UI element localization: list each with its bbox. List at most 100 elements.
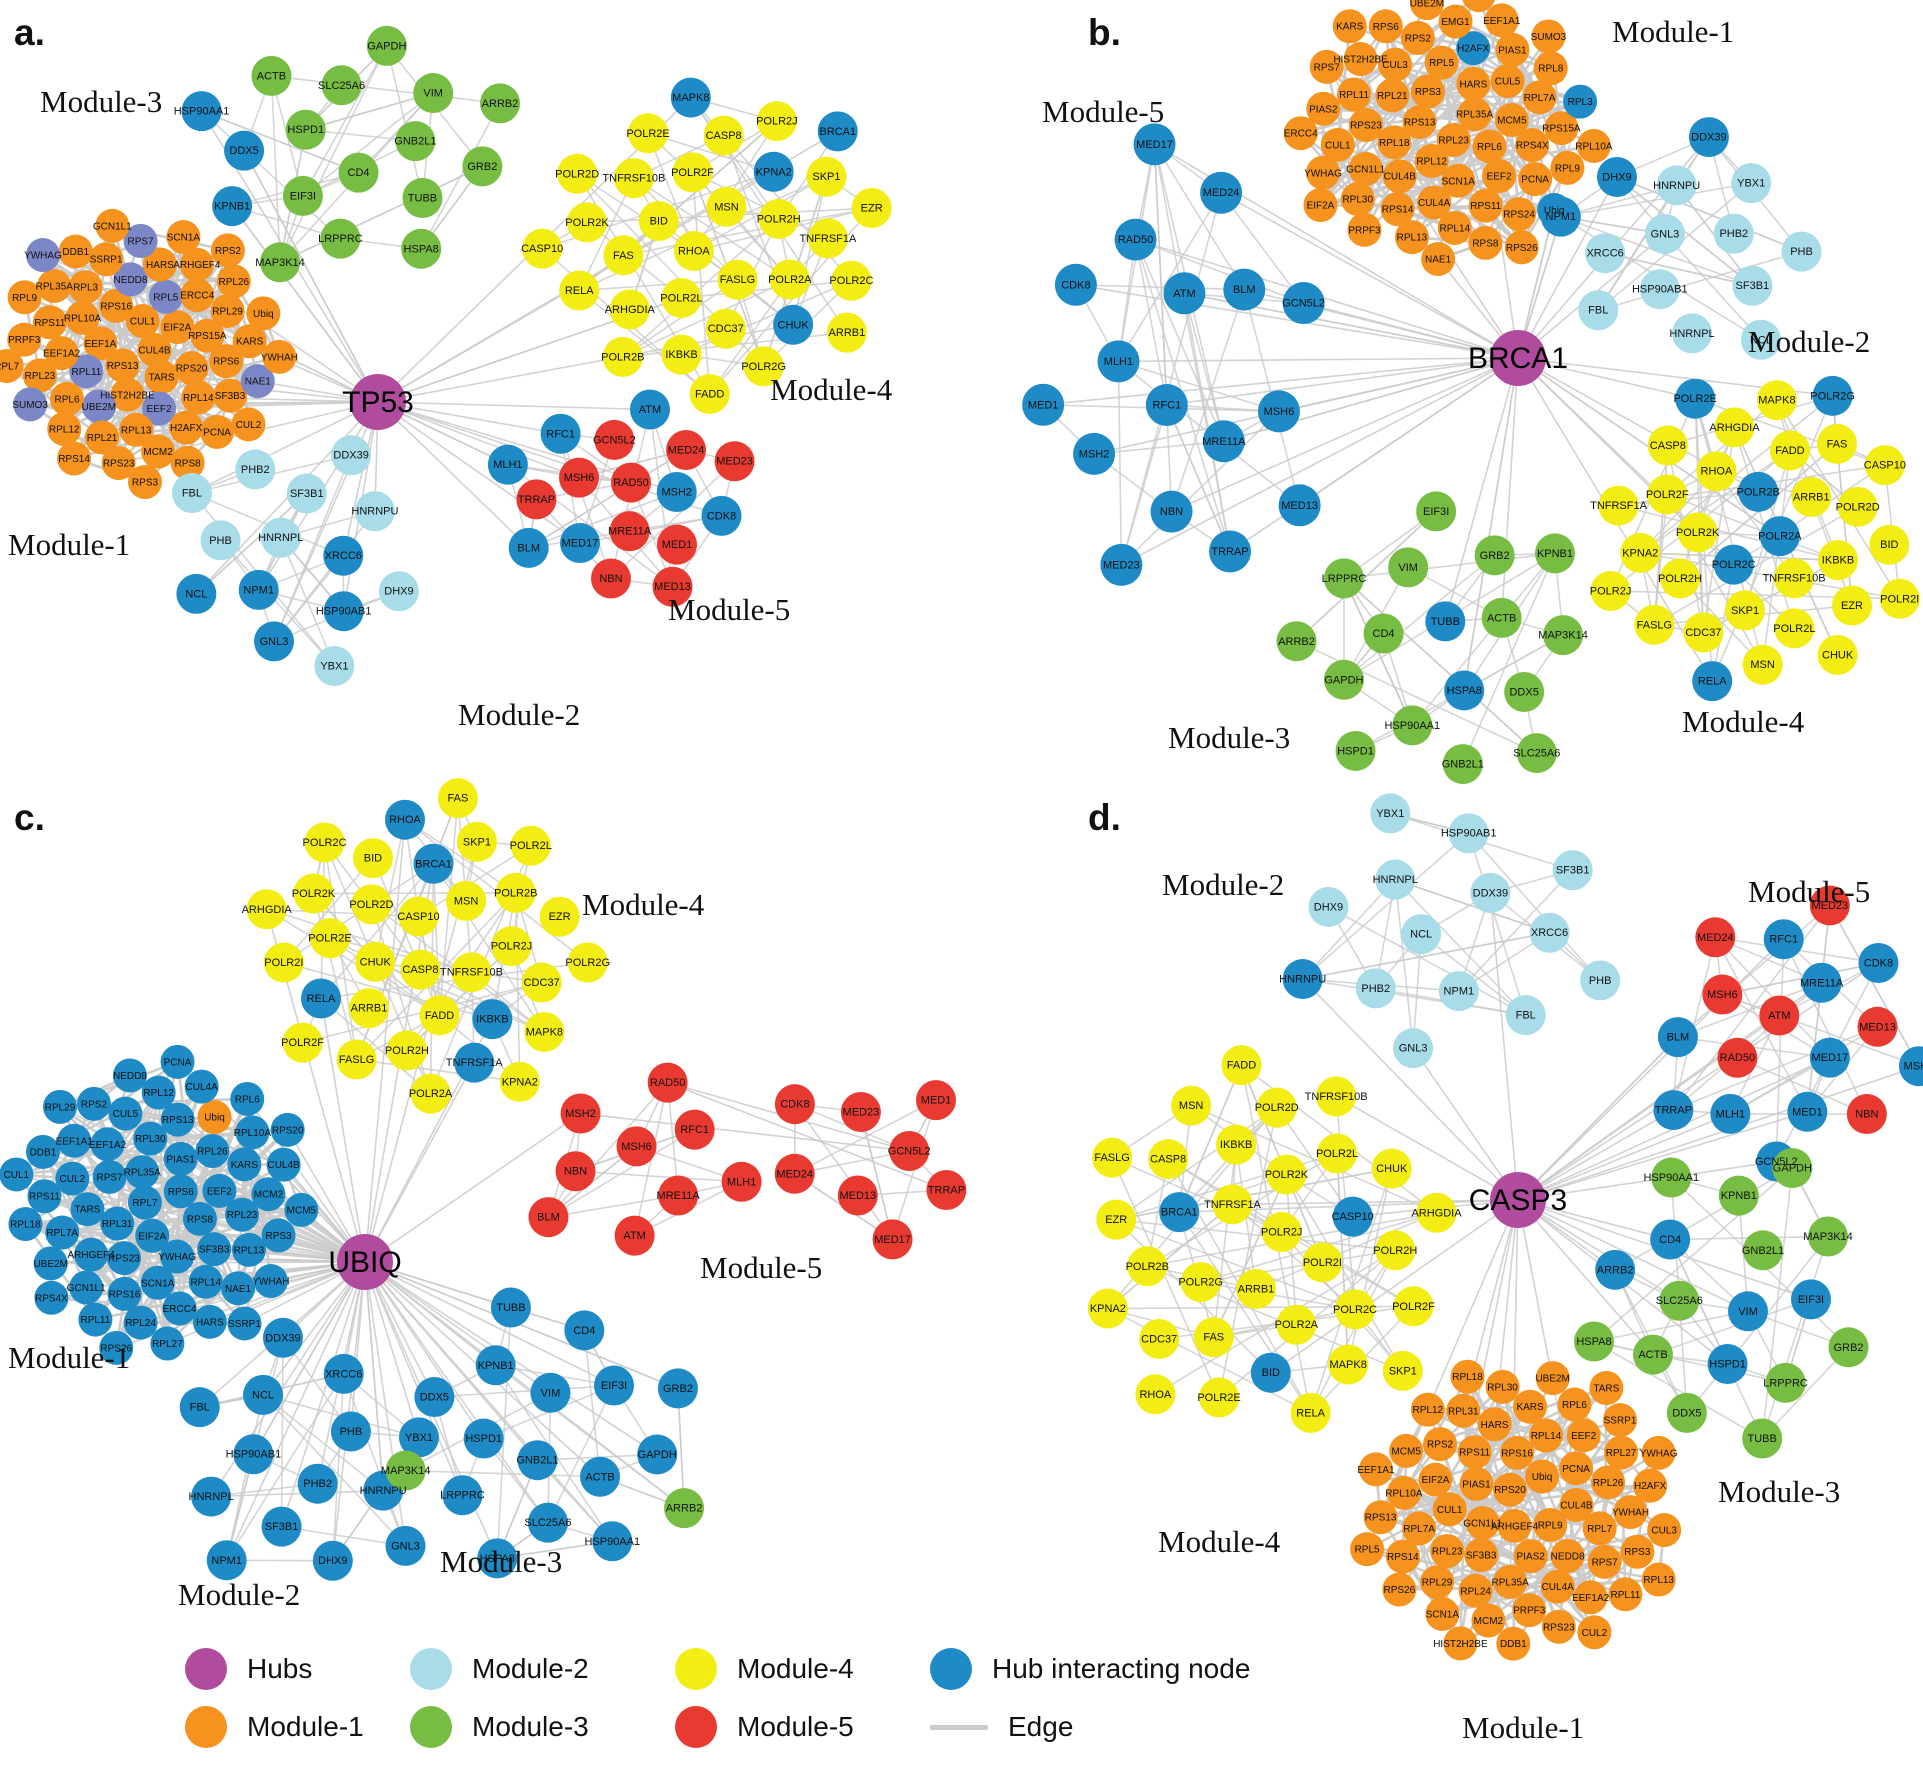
node-NPM1[interactable] xyxy=(1540,196,1581,237)
node-EMG1[interactable] xyxy=(1438,4,1473,39)
node-CDK8[interactable] xyxy=(1054,263,1097,306)
node-TRRAP[interactable] xyxy=(1208,530,1251,573)
node-MED24[interactable] xyxy=(774,1153,815,1194)
node-LRPPRC[interactable] xyxy=(1323,558,1364,599)
node-GCN5L2[interactable] xyxy=(594,419,635,460)
node-POLR2L[interactable] xyxy=(1317,1133,1358,1174)
node-CUL4B[interactable] xyxy=(266,1147,301,1182)
node-TRRAP[interactable] xyxy=(926,1170,967,1211)
node-PHB[interactable] xyxy=(1781,231,1822,272)
node-RPL27[interactable] xyxy=(1604,1435,1639,1470)
node-MED23[interactable] xyxy=(840,1092,881,1133)
node-DDB1[interactable] xyxy=(58,234,93,269)
node-RPL11[interactable] xyxy=(78,1302,113,1337)
node-MLH1[interactable] xyxy=(487,444,528,485)
node-SCN1A[interactable] xyxy=(140,1265,175,1300)
node-ARRB2[interactable] xyxy=(1276,621,1317,662)
node-SF3B3[interactable] xyxy=(1464,1537,1499,1572)
node-GRB2[interactable] xyxy=(657,1368,698,1409)
node-SF3B1[interactable] xyxy=(261,1506,302,1547)
node-UBE2M[interactable] xyxy=(33,1246,68,1281)
node-CHUK[interactable] xyxy=(355,941,396,982)
node-RPS11[interactable] xyxy=(27,1179,62,1214)
node-RPS15A[interactable] xyxy=(190,318,225,353)
node-RPS7[interactable] xyxy=(1587,1544,1622,1579)
node-XRCC6[interactable] xyxy=(1529,912,1570,953)
node-GAPDH[interactable] xyxy=(1323,659,1364,700)
node-RPL5[interactable] xyxy=(148,279,183,314)
node-EIF2A[interactable] xyxy=(1418,1462,1453,1497)
node-RPS14[interactable] xyxy=(57,441,92,476)
node-CD4[interactable] xyxy=(1363,613,1404,654)
node-POLR2E[interactable] xyxy=(309,918,350,959)
node-EEF1A2[interactable] xyxy=(1573,1580,1608,1615)
node-POLR2B[interactable] xyxy=(1738,471,1779,512)
node-RPL18[interactable] xyxy=(1377,125,1412,160)
node-LRPPRC[interactable] xyxy=(320,218,361,259)
node-POLR2A[interactable] xyxy=(410,1073,451,1114)
node-RPL14[interactable] xyxy=(181,380,216,415)
node-RPL10A[interactable] xyxy=(235,1115,270,1150)
node-HSPA8[interactable] xyxy=(401,228,442,269)
node-KARS[interactable] xyxy=(1513,1389,1548,1424)
node-EEF2[interactable] xyxy=(1566,1418,1601,1453)
hub-node-TP53[interactable] xyxy=(350,374,406,430)
node-RPL6[interactable] xyxy=(1557,1387,1592,1422)
node-HIST2H2BE[interactable] xyxy=(1443,1626,1478,1661)
node-POLR2C[interactable] xyxy=(1713,544,1754,585)
node-PCNA[interactable] xyxy=(160,1044,195,1079)
node-ARRB1[interactable] xyxy=(826,312,867,353)
node-SSRP1[interactable] xyxy=(1603,1403,1638,1438)
node-DDX5[interactable] xyxy=(414,1376,455,1417)
node-POLR2D[interactable] xyxy=(351,884,392,925)
node-CDK8[interactable] xyxy=(701,495,742,536)
node-TNFRSF10B[interactable] xyxy=(1774,558,1815,599)
node-HSP90AA1[interactable] xyxy=(181,91,222,132)
node-MCM5[interactable] xyxy=(284,1192,319,1227)
node-TUBB[interactable] xyxy=(402,178,443,219)
node-NAE1[interactable] xyxy=(221,1271,256,1306)
node-YWHAH[interactable] xyxy=(262,339,297,374)
node-IKBKB[interactable] xyxy=(1216,1124,1257,1165)
node-MED13[interactable] xyxy=(1857,1006,1898,1047)
node-CUL2[interactable] xyxy=(1577,1615,1612,1650)
node-TRRAP[interactable] xyxy=(1653,1090,1694,1131)
node-RPS26[interactable] xyxy=(1382,1572,1417,1607)
node-EEF1A1[interactable] xyxy=(1484,3,1519,38)
node-MSH6[interactable] xyxy=(1257,390,1300,433)
node-PIAS1[interactable] xyxy=(163,1141,198,1176)
node-RPS7[interactable] xyxy=(92,1159,127,1194)
node-MCM2[interactable] xyxy=(141,434,176,469)
node-TUBB[interactable] xyxy=(490,1287,531,1328)
node-XRCC6[interactable] xyxy=(323,1353,364,1394)
node-RPL8[interactable] xyxy=(1533,51,1568,86)
node-FAS[interactable] xyxy=(1817,423,1858,464)
node-RPS6[interactable] xyxy=(163,1174,198,1209)
node-CUL5[interactable] xyxy=(108,1096,143,1131)
node-RPL35A[interactable] xyxy=(37,268,72,303)
node-SSRP1[interactable] xyxy=(227,1306,262,1341)
node-SCN1A[interactable] xyxy=(166,220,201,255)
node-RPL11[interactable] xyxy=(1337,77,1372,112)
node-HIST2H2BE[interactable] xyxy=(110,377,145,412)
node-MLH1[interactable] xyxy=(1710,1093,1751,1134)
node-CUL3[interactable] xyxy=(1647,1513,1682,1548)
node-RPL18[interactable] xyxy=(1450,1359,1485,1394)
node-RPS4X[interactable] xyxy=(34,1280,69,1315)
node-FASLG[interactable] xyxy=(336,1039,377,1080)
node-EEF1A[interactable] xyxy=(83,326,118,361)
node-NEDD8[interactable] xyxy=(1550,1538,1585,1573)
node-DHX9[interactable] xyxy=(312,1540,353,1581)
node-RPL9[interactable] xyxy=(1533,1507,1568,1542)
node-FBL[interactable] xyxy=(179,1387,220,1428)
node-FBL[interactable] xyxy=(1505,995,1546,1036)
node-MLH1[interactable] xyxy=(721,1161,762,1202)
node-POLR2A[interactable] xyxy=(1759,516,1800,557)
node-RELA[interactable] xyxy=(559,270,600,311)
node-RPL7A[interactable] xyxy=(1402,1511,1437,1546)
node-RPL6[interactable] xyxy=(1472,129,1507,164)
node-H2AFX[interactable] xyxy=(1456,31,1491,66)
node-FBL[interactable] xyxy=(1578,290,1619,331)
node-POLR2B[interactable] xyxy=(1127,1246,1168,1287)
node-NPM1[interactable] xyxy=(1438,971,1479,1012)
